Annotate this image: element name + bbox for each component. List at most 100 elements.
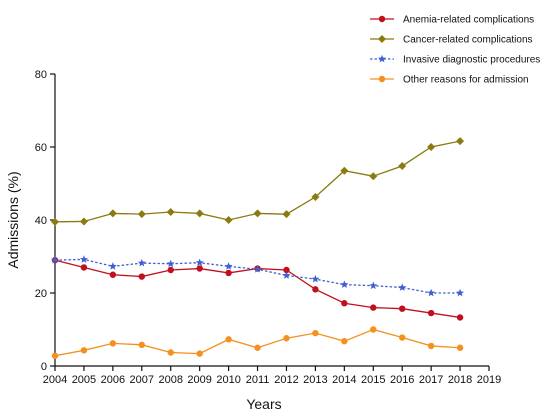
data-point [254, 344, 261, 351]
legend-swatch-marker [378, 15, 386, 23]
data-point [399, 305, 406, 312]
legend-label: Invasive diagnostic procedures [403, 55, 540, 66]
data-point [224, 262, 233, 270]
data-point [427, 288, 436, 297]
legend-swatch-marker [378, 75, 386, 83]
legend-item: Anemia-related complications [370, 15, 534, 26]
data-point [312, 286, 319, 293]
y-tick-label: 40 [35, 215, 47, 227]
data-point [340, 280, 349, 288]
data-point [340, 166, 349, 175]
data-point [224, 216, 233, 224]
data-point [79, 217, 88, 226]
x-tick-label: 2004 [43, 374, 67, 386]
x-tick-label: 2016 [390, 374, 414, 386]
y-tick-label: 80 [35, 69, 47, 81]
x-tick-label: 2011 [246, 374, 270, 386]
x-axis-title: Years [246, 396, 281, 412]
data-point [456, 288, 465, 297]
data-point [166, 259, 175, 268]
data-point [398, 161, 407, 170]
data-point [283, 266, 290, 274]
data-point [166, 207, 175, 216]
data-point [253, 265, 262, 273]
data-point [108, 209, 117, 218]
data-point [108, 262, 117, 270]
x-tick-label: 2005 [72, 374, 96, 386]
legend-label: Other reasons for admission [403, 75, 529, 86]
data-point [283, 335, 290, 342]
data-point [80, 264, 88, 271]
data-point [51, 255, 59, 264]
data-point [196, 265, 203, 272]
data-point [369, 172, 378, 181]
x-tick-label: 2019 [477, 374, 501, 386]
x-tick-label: 2018 [448, 374, 472, 386]
legend-item: Cancer-related complications [370, 35, 533, 46]
legend-item: Other reasons for admission [370, 75, 529, 86]
data-point [51, 352, 59, 359]
x-tick-label: 2013 [303, 374, 327, 386]
data-point [370, 304, 377, 311]
y-tick-label: 0 [41, 361, 47, 373]
data-point [427, 309, 435, 317]
y-tick-label: 20 [35, 288, 47, 300]
data-point [341, 337, 348, 345]
data-point [427, 143, 436, 151]
data-point [138, 341, 145, 349]
series-4 [51, 326, 464, 359]
data-point [109, 271, 117, 278]
data-point [282, 271, 291, 279]
legend-swatch-marker [378, 54, 386, 63]
data-point [312, 329, 319, 337]
y-tick-label: 60 [35, 142, 47, 154]
data-point [253, 209, 262, 218]
data-point [225, 336, 232, 343]
series-line [54, 258, 461, 294]
legend-swatch-marker [378, 35, 386, 43]
x-tick-label: 2010 [216, 374, 240, 386]
data-point [282, 210, 291, 219]
data-point [196, 350, 203, 357]
data-point [80, 347, 88, 354]
data-point [195, 258, 204, 267]
data-point [427, 342, 435, 350]
data-point [398, 283, 407, 291]
data-point [195, 209, 204, 218]
data-point [456, 344, 464, 351]
legend-item: Invasive diagnostic procedures [370, 55, 540, 66]
data-point [137, 210, 146, 219]
data-point [370, 326, 377, 333]
legend-label: Cancer-related complications [403, 35, 533, 46]
series-2 [51, 137, 465, 226]
series-3 [51, 255, 465, 297]
data-point [51, 217, 59, 226]
x-tick-label: 2015 [361, 374, 385, 386]
data-point [456, 137, 465, 146]
data-point [311, 193, 320, 202]
data-point [225, 269, 232, 277]
x-tick-label: 2008 [158, 374, 182, 386]
data-point [369, 281, 378, 290]
data-point [167, 349, 174, 356]
x-axis-ticks: 2004 2005 2006 2007 2008 2009 2010 2011 2012 2013… [43, 366, 501, 386]
data-point [341, 300, 348, 307]
data-point [167, 266, 174, 274]
x-tick-label: 2012 [274, 374, 298, 386]
x-tick-label: 2007 [130, 374, 154, 386]
legend: Anemia-related complications Cancer-relat… [370, 15, 540, 86]
x-tick-label: 2009 [187, 374, 211, 386]
x-tick-label: 2014 [332, 374, 356, 386]
x-tick-label: 2017 [419, 374, 443, 386]
data-point [399, 334, 406, 341]
data-point [79, 255, 88, 263]
data-point [456, 314, 464, 321]
data-point [311, 274, 320, 283]
y-axis-title: Admissions (%) [5, 171, 21, 268]
y-axis-ticks: 0 20 40 60 80 [35, 69, 55, 373]
legend-label: Anemia-related complications [403, 15, 534, 26]
data-point [138, 273, 145, 280]
series-layer [51, 137, 465, 359]
